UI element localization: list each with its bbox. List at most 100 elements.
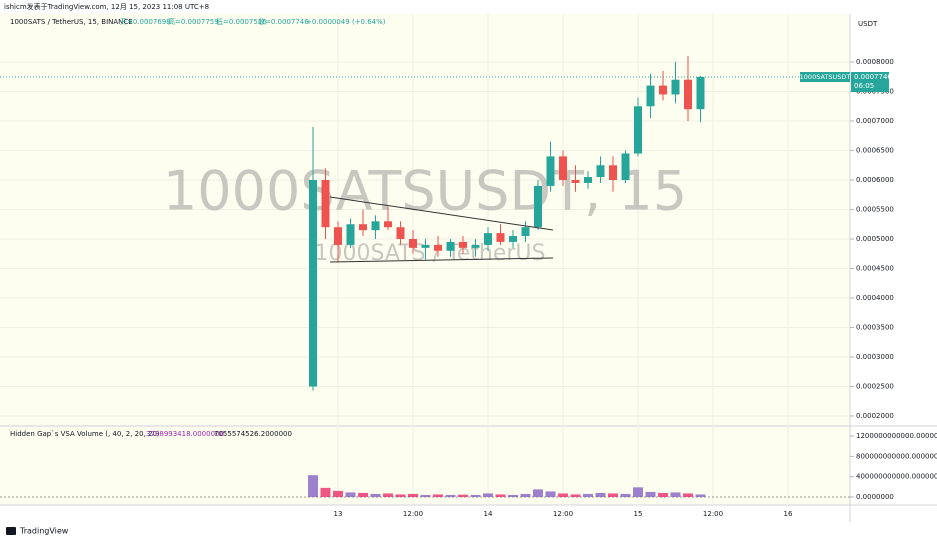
y-tick-label: 1200000000000.0000000	[856, 432, 937, 440]
trend-line	[329, 196, 554, 231]
y-tick-label: 0.0008000	[856, 58, 894, 66]
candle-body	[396, 227, 405, 239]
trend-line	[329, 257, 554, 263]
y-tick-label: 0.0000000	[856, 493, 894, 501]
candle-body	[584, 177, 592, 183]
volume-bar	[445, 494, 456, 497]
y-tick-label: 0.0006500	[856, 147, 894, 155]
x-tick-label: 12:00	[403, 510, 423, 518]
candle-body	[671, 79, 680, 95]
volume-bar	[483, 493, 493, 497]
volume-bar	[670, 492, 681, 497]
candle-body	[421, 244, 430, 248]
volume-bar	[558, 493, 568, 497]
volume-bar	[695, 494, 706, 497]
y-tick-label: 0.0002500	[856, 382, 894, 390]
y-tick-label: 0.0006000	[856, 176, 894, 184]
y-tick-label: 0.0004500	[856, 264, 894, 272]
candle-body	[696, 77, 705, 110]
candle-body	[471, 244, 480, 248]
countdown-label: 06:05	[854, 82, 874, 90]
candle-body	[521, 227, 530, 237]
volume-bar	[470, 494, 481, 497]
y-tick-label: 800000000000.0000000	[856, 452, 937, 460]
candle-body	[484, 233, 492, 245]
candle-body	[559, 156, 567, 181]
candle-body	[496, 233, 505, 242]
candle-body	[346, 224, 355, 245]
footer-brand: TradingView	[19, 527, 69, 536]
x-tick-label: 16	[784, 510, 793, 518]
candle-body	[359, 224, 367, 231]
symbol-tag-label: 1000SATSUSDT	[800, 73, 851, 81]
ohlc-low: 低=0.0007516	[216, 17, 267, 26]
price-tag-label: 0.0007746	[854, 73, 892, 81]
x-tick-label: 12:00	[553, 510, 573, 518]
volume-bar	[458, 494, 468, 497]
volume-bar	[433, 494, 443, 497]
volume-bar	[683, 493, 693, 497]
candle-body	[571, 180, 580, 183]
candle-body	[546, 156, 555, 186]
indicator-value: 7055574526.2000000	[214, 430, 292, 438]
y-tick-label: 400000000000.0000000	[856, 473, 937, 481]
candle-body	[659, 85, 667, 95]
author-line: ishicm发表于TradingView.com, 12月 15, 2023 1…	[4, 2, 209, 11]
candle-body	[534, 185, 542, 228]
symbol-line: 1000SATS / TetherUS, 15, BINANCE	[10, 18, 133, 26]
volume-bar	[508, 494, 518, 497]
symbol-tag	[800, 72, 850, 83]
y-tick-label: 0.0004000	[856, 294, 894, 302]
ohlc-open: 开=0.0007698	[120, 18, 171, 26]
volume-bar	[383, 493, 393, 497]
volume-bar	[495, 494, 506, 497]
ohlc-high: 高=0.0007759	[168, 17, 219, 26]
candle-body	[446, 241, 455, 251]
volume-bar	[583, 493, 593, 497]
y-tick-label: 0.0003000	[856, 353, 894, 361]
candle-body	[634, 106, 642, 154]
candle-body	[384, 221, 392, 228]
price-tag	[851, 72, 889, 93]
volume-bar	[333, 490, 343, 497]
volume-bar	[308, 475, 318, 497]
ohlc-change: +0.0000049 (+0.64%)	[306, 18, 386, 26]
candle-body	[434, 244, 442, 251]
volume-bar	[370, 493, 381, 497]
volume-bar	[420, 494, 431, 497]
volume-bar	[658, 492, 668, 497]
currency: USDT	[858, 20, 878, 28]
candle-body	[684, 79, 692, 110]
indicator-title: Hidden Gap`s VSA Volume (, 40, 2, 20, 20…	[10, 430, 160, 438]
volume-bar	[533, 489, 543, 497]
volume-bar	[620, 493, 631, 497]
candle-body	[609, 165, 617, 181]
volume-bar	[608, 493, 618, 497]
candle-body	[309, 180, 317, 387]
candle-body	[459, 241, 467, 248]
footer-logo	[6, 527, 16, 535]
x-tick-label: 15	[634, 510, 643, 518]
y-tick-label: 0.0005500	[856, 206, 894, 214]
candle-body	[509, 236, 517, 242]
volume-bar	[345, 492, 356, 497]
indicator-value: 3788993418.0000000	[146, 430, 224, 438]
x-tick-label: 14	[484, 510, 493, 518]
y-tick-label: 0.0005000	[856, 235, 894, 243]
volume-bar	[645, 491, 656, 497]
volume-bar	[595, 492, 606, 497]
candle-body	[409, 238, 417, 248]
volume-bar	[545, 491, 556, 497]
volume-bar	[570, 494, 581, 497]
ohlc-close: 收=0.0007746	[258, 17, 309, 26]
volume-bar	[408, 493, 418, 497]
volume-bar	[520, 493, 531, 497]
volume-bar	[395, 494, 406, 497]
volume-bar	[358, 492, 368, 497]
candle-body	[646, 85, 655, 107]
candle-body	[596, 165, 605, 178]
candle-body	[621, 153, 630, 181]
y-tick-label: 0.0007000	[856, 117, 894, 125]
candle-body	[371, 221, 380, 231]
